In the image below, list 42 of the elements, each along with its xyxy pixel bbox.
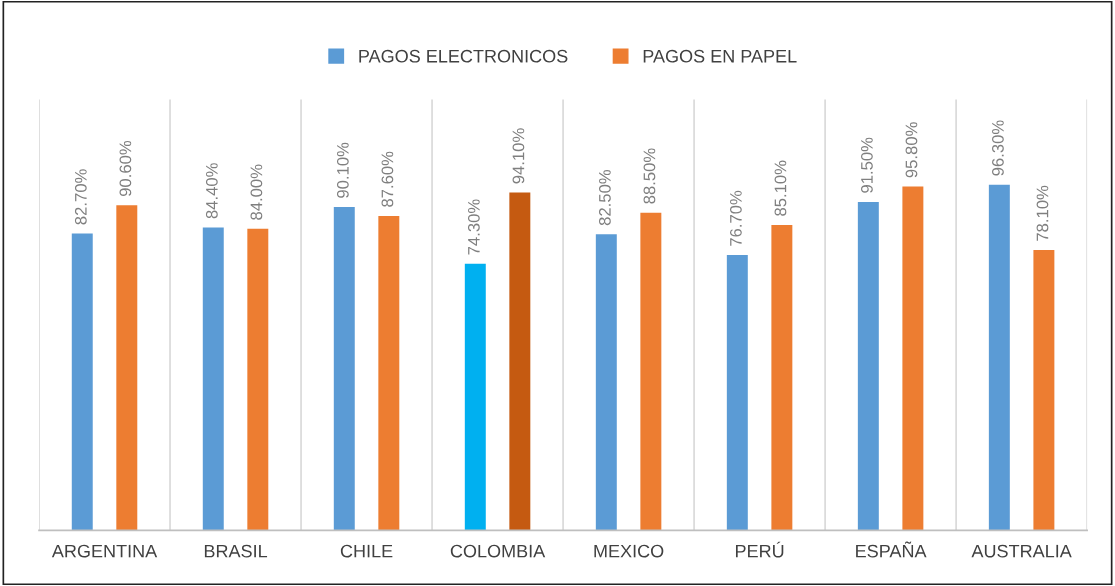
- bar: [771, 224, 793, 531]
- x-tick-label: CHILE: [340, 544, 393, 558]
- data-label: 90.60%: [119, 140, 132, 197]
- x-tick-label: AUSTRALIA: [971, 544, 1072, 558]
- bar: [247, 228, 269, 531]
- data-label: 94.10%: [512, 128, 525, 184]
- bar: [902, 186, 924, 531]
- data-label: 74.30%: [467, 199, 480, 255]
- bar: [464, 263, 486, 531]
- bar: [1033, 250, 1055, 531]
- data-label: 82.70%: [74, 169, 87, 225]
- bar: [378, 215, 400, 531]
- x-tick-label: COLOMBIA: [450, 544, 546, 558]
- bar: [640, 212, 662, 531]
- data-label: 88.50%: [643, 148, 656, 204]
- x-tick-label: ARGENTINA: [51, 544, 158, 558]
- bar: [988, 184, 1010, 531]
- x-tick-label: BRASIL: [204, 544, 268, 558]
- data-label: 85.10%: [774, 160, 787, 216]
- x-tick-label: ESPAÑA: [856, 541, 927, 558]
- data-label: 91.50%: [861, 137, 873, 193]
- data-label: 96.30%: [992, 120, 1004, 176]
- data-label: 87.60%: [381, 151, 394, 207]
- data-label: 78.10%: [1036, 185, 1049, 241]
- x-tick-label: PERÚ: [735, 541, 784, 558]
- data-label: 76.70%: [729, 190, 742, 246]
- data-label: 95.80%: [905, 122, 918, 178]
- bar: [116, 205, 138, 531]
- bar: [333, 206, 355, 531]
- bar: [857, 201, 879, 531]
- data-label: 82.50%: [598, 169, 611, 226]
- data-label: 90.10%: [336, 142, 349, 198]
- x-tick-label: MEXICO: [594, 544, 664, 558]
- bar: [71, 233, 93, 531]
- legend-label: PAGOS EN PAPEL: [643, 49, 797, 63]
- bar: [202, 227, 224, 531]
- legend-label: PAGOS ELECTRONICOS: [359, 49, 568, 63]
- bar: [595, 234, 617, 531]
- data-label: 84.00%: [250, 164, 263, 220]
- bar: [509, 192, 531, 531]
- bar: [726, 255, 748, 531]
- data-label: 84.40%: [205, 163, 218, 219]
